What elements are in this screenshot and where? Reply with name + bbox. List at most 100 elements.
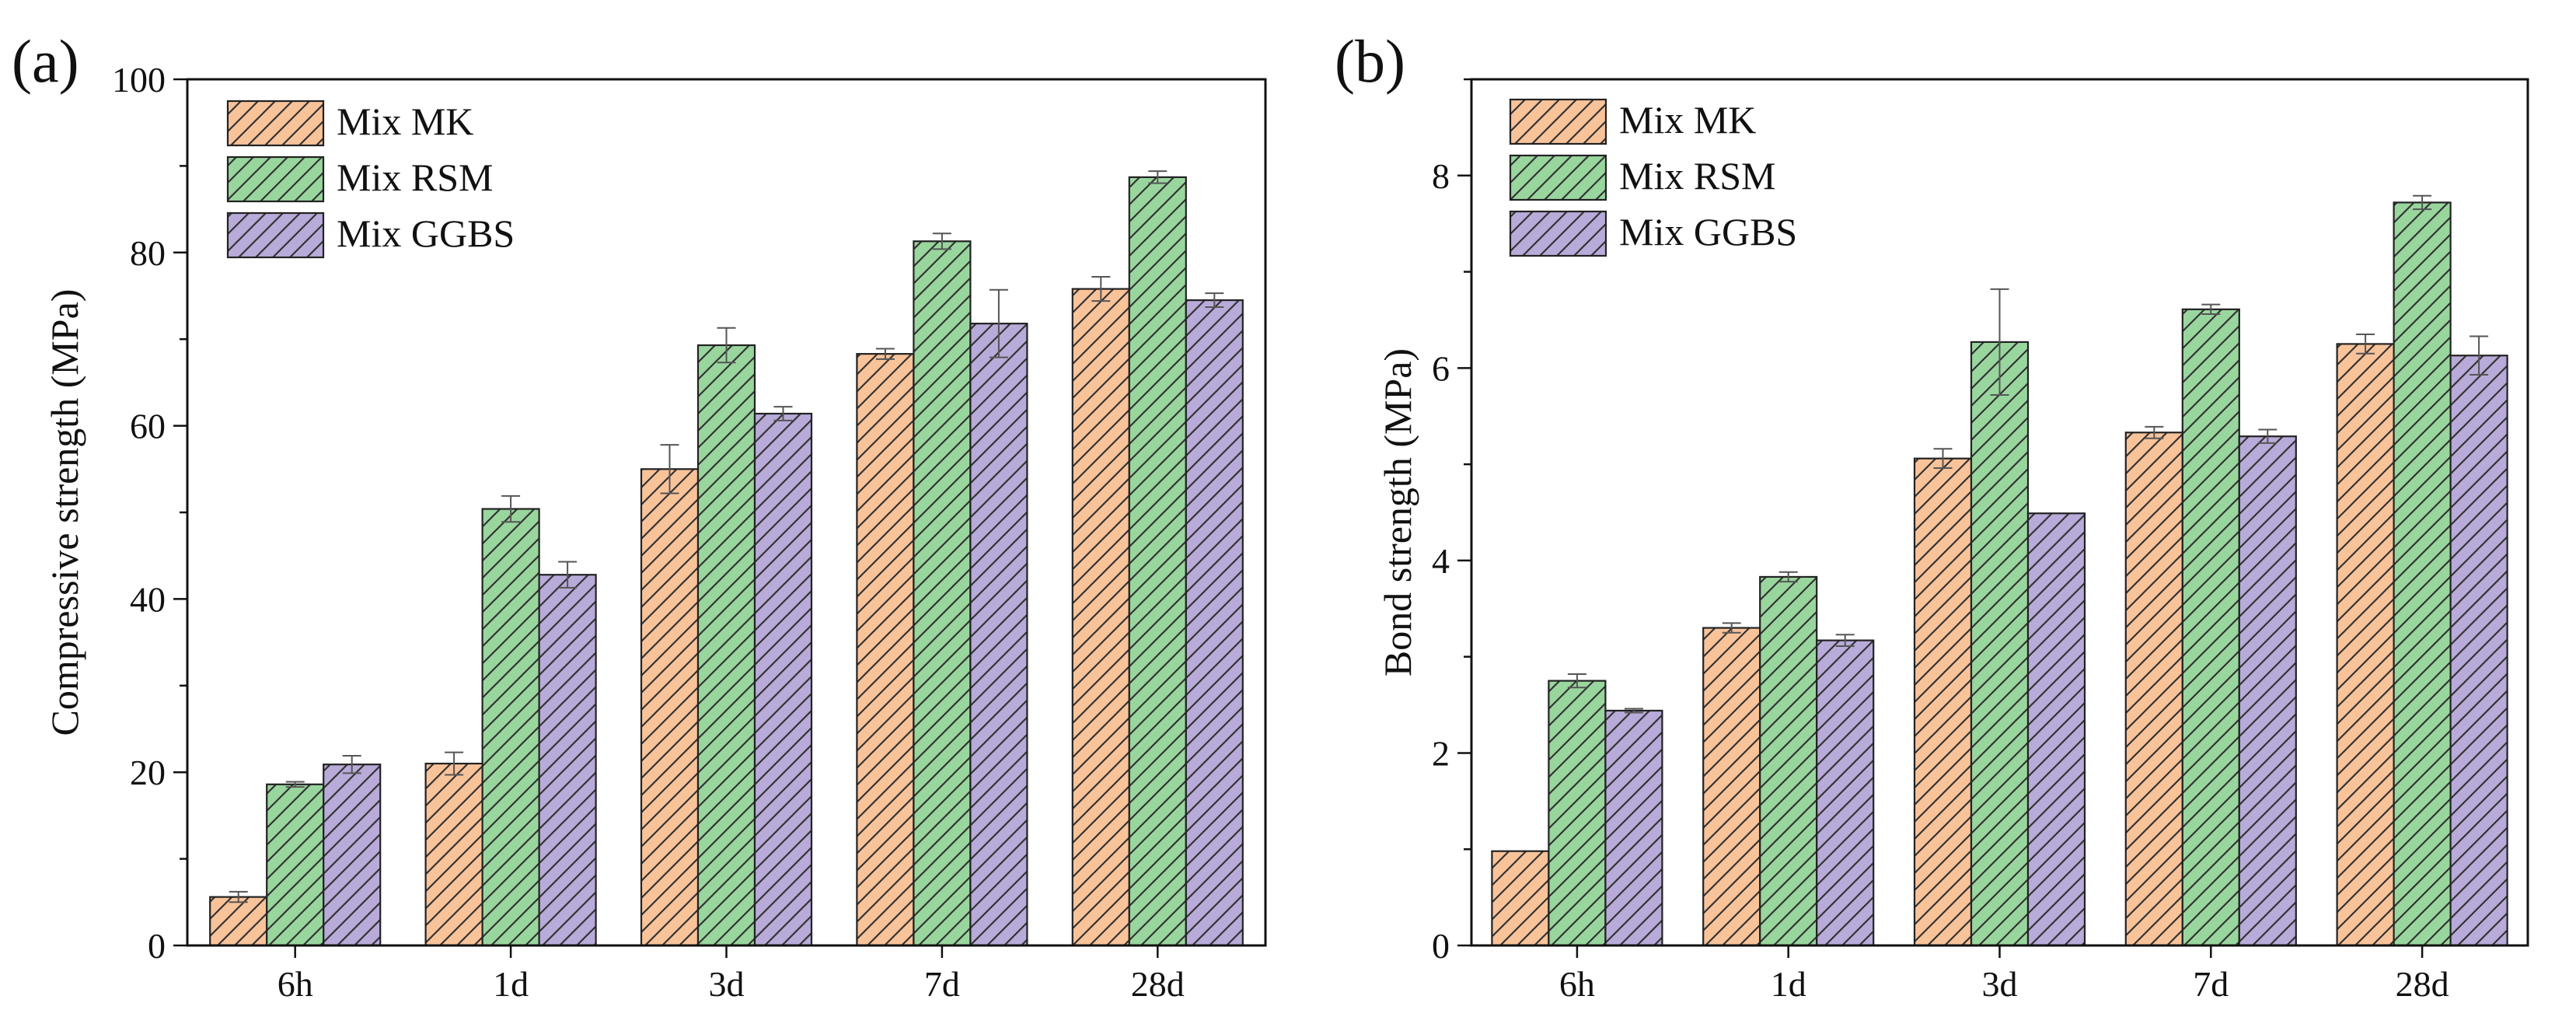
x-tick-label: 6h [1559,964,1595,1004]
y-tick-label: 60 [130,407,166,446]
error-bar-mix-rsm-3d [717,327,736,364]
x-tick-label: 3d [709,964,745,1004]
bar-mix-ggbs-3d [753,412,813,947]
legend-swatch [226,211,325,259]
bar-mix-ggbs-28d [2449,355,2508,947]
bar-mix-mk-6h [209,896,268,947]
legend-label: Mix RSM [337,156,493,199]
legend-swatch [1509,98,1607,145]
y-axis-title: Bond strength (MPa) [1376,348,1419,676]
error-bar-mix-rsm-6h [285,781,305,788]
error-bar-mix-rsm-28d [2413,194,2432,211]
error-bar-mix-ggbs-3d [773,406,793,421]
bar-mix-mk-7d [856,353,915,947]
bar-mix-rsm-1d [481,508,540,947]
error-bar-mix-rsm-1d [1778,571,1798,583]
bar-mix-rsm-7d [913,240,972,947]
x-tick-label: 1d [493,964,529,1004]
x-tick-label: 7d [2193,964,2229,1004]
bar-mix-mk-1d [1702,627,1761,947]
error-bar-mix-rsm-1d [501,495,521,523]
y-tick-label: 8 [1432,156,1450,196]
y-tick-label: 0 [148,926,166,966]
bar-mix-ggbs-6h [1604,709,1663,947]
y-tick-label: 20 [130,753,166,792]
error-bar-mix-ggbs-1d [1835,634,1855,648]
legend-item-mix-rsm: Mix RSM [226,156,493,203]
y-axis-title: Compressive strength (MPa) [43,289,86,736]
y-tick-label: 40 [130,579,166,619]
error-bar-mix-ggbs-6h [342,755,361,774]
chart-panel-b: (b) 0 2 4 6 8 6h 1d 3d 7d 28d Bond strength (MPa) Mi… [1335,27,2529,1004]
legend-item-mix-mk: Mix MK [226,100,473,147]
legend-label: Mix GGBS [337,211,515,255]
bar-mix-ggbs-7d [2238,435,2297,947]
error-bar-mix-rsm-6h [1567,673,1586,689]
x-tick-label: 6h [277,964,313,1004]
bar-mix-mk-3d [640,468,700,947]
legend-swatch [1509,154,1607,201]
panel-label: (b) [1335,27,1405,95]
bar-mix-rsm-7d [2181,308,2240,947]
y-tick-label: 100 [112,60,166,100]
legend-label: Mix RSM [1619,154,1775,197]
bar-mix-mk-28d [2336,343,2395,947]
y-tick-label: 4 [1432,541,1450,581]
error-bar-mix-rsm-7d [932,232,951,250]
legend-swatch [1509,210,1607,257]
error-bar-mix-mk-1d [1722,622,1741,634]
error-bar-mix-rsm-28d [1148,170,1168,184]
error-bar-mix-ggbs-28d [1205,292,1224,308]
legend-label: Mix GGBS [1619,210,1797,253]
bar-mix-rsm-3d [696,344,756,947]
x-tick-label: 7d [924,964,960,1004]
bar-mix-mk-1d [424,762,483,947]
x-tick-label: 28d [1131,964,1185,1004]
error-bar-mix-ggbs-6h [1624,708,1643,714]
bar-mix-mk-28d [1071,288,1130,947]
legend-swatch [226,156,325,203]
bar-mix-rsm-28d [1128,176,1187,947]
error-bar-mix-mk-3d [1933,448,1953,470]
legend: Mix MK Mix RSM Mix GGBS [226,100,515,259]
legend-item-mix-rsm: Mix RSM [1509,154,1775,201]
x-tick-label: 1d [1771,964,1806,1004]
legend-item-mix-mk: Mix MK [1509,98,1756,145]
error-bar-mix-mk-7d [875,348,895,360]
y-tick-label: 0 [1432,926,1450,966]
bar-mix-rsm-28d [2393,201,2452,947]
error-bar-mix-mk-6h [229,890,248,903]
bar-mix-rsm-3d [1970,341,2030,947]
y-tick-label: 2 [1432,733,1450,773]
x-tick-label: 28d [2396,964,2449,1004]
bar-mix-ggbs-28d [1185,299,1244,947]
bar-mix-rsm-1d [1759,575,1818,947]
bar-mix-ggbs-1d [1816,639,1875,947]
error-bar-mix-rsm-7d [2201,303,2221,316]
error-bar-mix-ggbs-7d [2258,428,2278,444]
error-bar-mix-ggbs-28d [2470,335,2489,376]
error-bar-mix-mk-28d [2356,334,2375,355]
error-bar-mix-rsm-3d [1990,288,2009,396]
error-bar-mix-mk-28d [1091,275,1111,302]
error-bar-mix-ggbs-7d [989,288,1008,358]
error-bar-mix-ggbs-1d [558,561,578,589]
error-bar-mix-mk-3d [660,444,679,495]
bar-mix-ggbs-1d [538,574,597,947]
legend-label: Mix MK [337,100,473,143]
legend-swatch [226,100,325,147]
bar-mix-rsm-6h [1548,680,1607,947]
y-tick-label: 6 [1432,348,1450,388]
bar-mix-ggbs-6h [323,764,382,947]
legend-item-mix-ggbs: Mix GGBS [1509,210,1797,257]
bar-mix-mk-7d [2124,432,2183,947]
chart-panel-a: (a) 0 20 40 60 80 100 6h 1d 3d 7d 28d Compressive st… [12,27,1267,1004]
bar-mix-mk-3d [1913,457,1973,947]
bar-mix-mk-6h [1491,850,1550,947]
bar-mix-ggbs-7d [969,323,1028,947]
y-tick-label: 80 [130,233,166,273]
error-bar-mix-mk-1d [445,751,464,776]
legend: Mix MK Mix RSM Mix GGBS [1509,98,1797,257]
legend-label: Mix MK [1619,98,1756,142]
